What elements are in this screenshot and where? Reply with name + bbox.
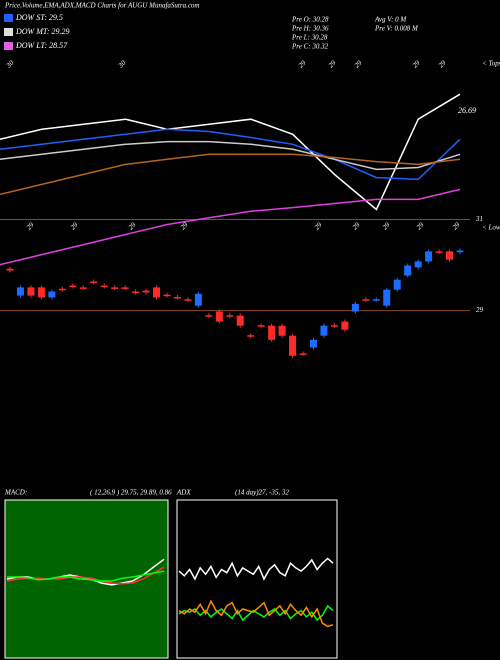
date-label: 29 <box>381 221 392 232</box>
candle <box>446 251 454 260</box>
annotation: 26.69 <box>458 106 476 115</box>
candle <box>184 299 192 301</box>
adx-line <box>178 599 334 628</box>
info-text: Pre O: 30.28 <box>291 16 329 24</box>
page-title: Price,Volume,EMA,ADX,MACD Charts for AUG… <box>4 2 200 10</box>
info-text: Pre L: 30.28 <box>291 34 328 42</box>
candle <box>100 285 108 288</box>
date-label: 29 <box>327 59 338 70</box>
candle <box>215 311 223 322</box>
info-text: Pre C: 30.32 <box>291 43 329 51</box>
candle <box>247 335 255 337</box>
date-label: 29 <box>127 221 138 232</box>
info-text: Avg V: 0 M <box>374 16 407 24</box>
candle <box>142 290 150 293</box>
candle <box>435 251 443 253</box>
date-label: 29 <box>179 221 190 232</box>
candle <box>226 315 234 317</box>
candle <box>111 287 119 289</box>
candle <box>58 288 66 291</box>
candle <box>163 294 171 297</box>
date-label: 29 <box>353 59 364 70</box>
macd-line <box>7 570 165 582</box>
date-label: 29 <box>313 221 324 232</box>
candle <box>351 303 359 312</box>
candle <box>6 268 14 271</box>
candle <box>236 315 244 326</box>
lows-label: < Lows <box>482 224 500 232</box>
candle <box>268 325 276 340</box>
candle <box>205 315 213 317</box>
ema-line <box>0 128 461 181</box>
candle <box>414 261 422 268</box>
candle <box>341 321 349 330</box>
candle <box>173 296 181 299</box>
candle <box>404 265 412 276</box>
date-label: 29 <box>411 59 422 70</box>
panel-title: ADX <box>176 489 191 497</box>
y-tick-label: 29 <box>476 306 484 314</box>
date-label: 29 <box>437 59 448 70</box>
info-text: Pre V: 0.008 M <box>374 25 419 33</box>
adx-line <box>178 557 334 581</box>
panel-title: MACD: <box>4 489 27 497</box>
candle <box>69 285 77 288</box>
candle <box>383 289 391 306</box>
panel-subtitle: ( 12,26,9 ) 29.75, 29.89, 0.86 <box>90 489 172 497</box>
candle <box>257 325 265 327</box>
candle <box>79 287 87 289</box>
candle <box>90 281 98 283</box>
ema-line <box>0 93 461 211</box>
date-label: 29 <box>297 59 308 70</box>
candle <box>121 287 129 289</box>
candle <box>299 353 307 355</box>
candle <box>456 250 464 253</box>
date-label: 30 <box>116 59 128 71</box>
candle <box>425 251 433 262</box>
panel-bg <box>176 499 338 659</box>
candle <box>393 279 401 290</box>
date-label: 29 <box>25 221 36 232</box>
candle <box>330 325 338 327</box>
candle <box>362 299 370 301</box>
legend-swatch <box>4 28 13 36</box>
candle <box>320 325 328 336</box>
candle <box>309 339 317 348</box>
date-label: 30 <box>4 59 16 71</box>
legend-swatch <box>4 42 13 50</box>
legend-swatch <box>4 14 13 22</box>
legend-label: DOW MT: 29.29 <box>15 27 70 36</box>
candle <box>194 293 202 306</box>
legend-label: DOW LT: 28.57 <box>15 41 68 50</box>
info-text: Pre H: 30.36 <box>291 25 329 33</box>
candle <box>372 299 380 301</box>
ema-line <box>0 188 461 266</box>
legend-label: DOW ST: 29.5 <box>15 13 63 22</box>
ema-line <box>0 153 461 196</box>
date-label: 29 <box>451 221 462 232</box>
date-label: 29 <box>351 221 362 232</box>
panel-subtitle: (14 day)27, -35, 32 <box>235 489 289 497</box>
candle <box>48 291 56 298</box>
tops-label: < Tops <box>482 60 500 68</box>
candle <box>278 325 286 336</box>
candle <box>289 335 297 356</box>
date-label: 29 <box>69 221 80 232</box>
candle <box>37 287 45 298</box>
candle <box>16 287 24 296</box>
y-tick-label: 31 <box>475 215 483 223</box>
ema-line <box>0 140 461 171</box>
candle <box>153 287 161 298</box>
date-label: 29 <box>415 221 426 232</box>
candle <box>132 291 140 293</box>
candle <box>27 287 35 296</box>
